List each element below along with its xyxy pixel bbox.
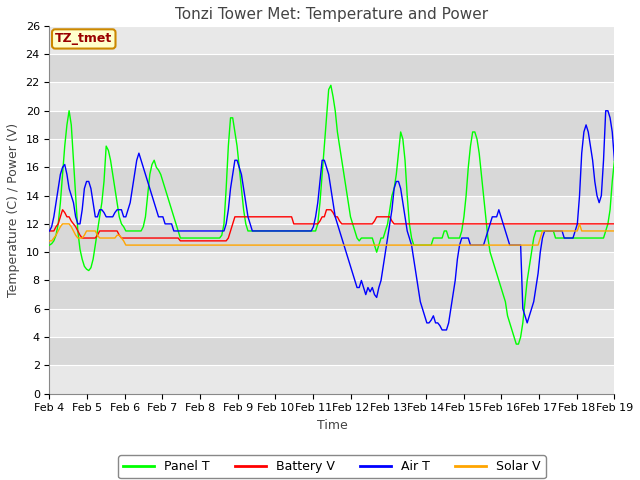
Bar <box>49 54 614 83</box>
X-axis label: Time: Time <box>317 419 348 432</box>
Bar <box>49 196 614 224</box>
Y-axis label: Temperature (C) / Power (V): Temperature (C) / Power (V) <box>7 123 20 297</box>
Bar <box>49 309 614 337</box>
Title: Tonzi Tower Met: Temperature and Power: Tonzi Tower Met: Temperature and Power <box>175 7 488 22</box>
Bar <box>49 111 614 139</box>
Bar <box>49 337 614 365</box>
Legend: Panel T, Battery V, Air T, Solar V: Panel T, Battery V, Air T, Solar V <box>118 455 546 478</box>
Bar <box>49 139 614 168</box>
Bar <box>49 224 614 252</box>
Bar <box>49 280 614 309</box>
Bar <box>49 26 614 54</box>
Bar <box>49 252 614 280</box>
Bar <box>49 365 614 394</box>
Bar <box>49 83 614 111</box>
Bar <box>49 168 614 196</box>
Text: TZ_tmet: TZ_tmet <box>55 33 113 46</box>
